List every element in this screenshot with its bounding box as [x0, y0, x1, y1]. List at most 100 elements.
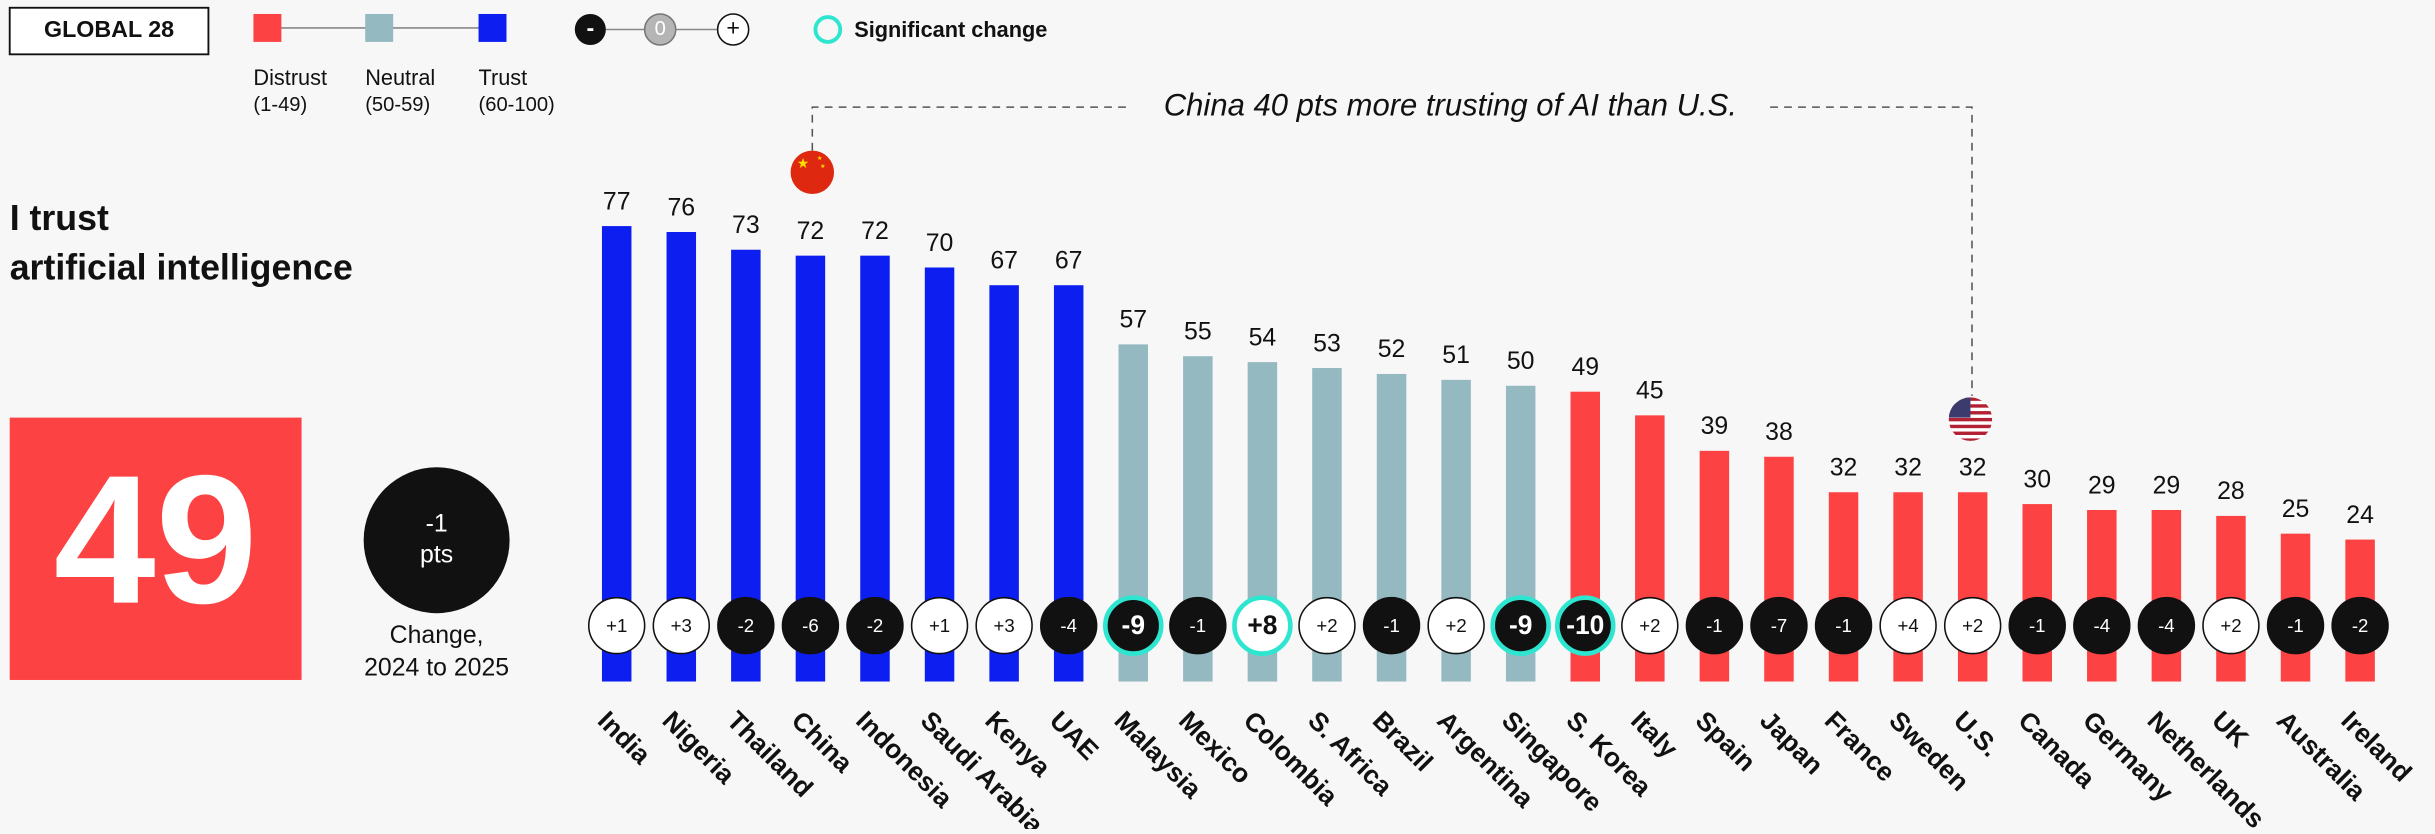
- value-label: 70: [926, 230, 954, 257]
- legend-name: Trust: [479, 65, 528, 90]
- value-label: 32: [1959, 455, 1987, 482]
- legend-name: Neutral: [365, 65, 435, 90]
- value-label: 29: [2153, 472, 2181, 499]
- change-circle: [1879, 596, 1937, 655]
- badge: GLOBAL 28: [44, 16, 174, 42]
- value-label: 55: [1184, 318, 1212, 345]
- change-circle: [1685, 596, 1744, 655]
- change-label: +4: [1897, 615, 1918, 636]
- scale-zero: [643, 13, 677, 46]
- overall-change-circle: [363, 467, 510, 614]
- title: artificial intelligence: [10, 248, 353, 288]
- x-tick-label: U.S.: [1948, 705, 2005, 762]
- change-circle: [2202, 596, 2260, 655]
- change-label: -2: [738, 615, 755, 636]
- x-tick-label: France: [1819, 705, 1901, 787]
- change-label: -10: [1566, 610, 1604, 640]
- change-label: -4: [2094, 615, 2111, 636]
- change-circle: [1169, 596, 1227, 655]
- change-label: -1: [1835, 615, 1852, 636]
- change-label: -4: [1060, 615, 1077, 636]
- scale-label: -: [586, 15, 594, 41]
- overall-box: [9, 417, 302, 680]
- change-circle: [1750, 596, 1808, 655]
- change-circle: [1621, 596, 1679, 655]
- significant-label: Significant change: [854, 17, 1047, 42]
- change-circle: [2137, 596, 2196, 655]
- value-label: 53: [1313, 330, 1341, 357]
- legend-name: Distrust: [253, 65, 327, 90]
- value-label: 51: [1442, 342, 1470, 369]
- bar: [2087, 509, 2117, 682]
- change-label: -1: [1383, 615, 1400, 636]
- scale-label: 0: [655, 18, 666, 40]
- annotation: China 40 pts more trusting of AI than U.…: [1164, 87, 1737, 122]
- change-circle: [1039, 596, 1098, 655]
- change-circle: [587, 596, 646, 655]
- change-label: +2: [1639, 615, 1660, 636]
- annotation-line: [811, 106, 1973, 396]
- value-label: 73: [732, 212, 760, 239]
- legend-range: (60-100): [479, 94, 555, 116]
- svg-text:★: ★: [817, 155, 823, 162]
- value-label: 45: [1636, 378, 1664, 405]
- caption: Change,: [390, 622, 484, 649]
- value-label: 77: [603, 188, 631, 215]
- change-circle: [1232, 595, 1293, 656]
- change-circle: [1554, 595, 1616, 656]
- change-circle: [2008, 596, 2066, 655]
- change-label: -1: [2029, 615, 2046, 636]
- overall-unit: pts: [420, 541, 453, 568]
- change-circle: [1427, 596, 1485, 655]
- value-label: 76: [667, 194, 695, 221]
- value-label: 49: [1571, 354, 1599, 381]
- us-flag: [1948, 397, 1993, 441]
- value-label: 38: [1765, 419, 1793, 446]
- change-label: -1: [1190, 615, 1207, 636]
- badge-box: [8, 6, 210, 56]
- change-label: -2: [867, 615, 884, 636]
- value-label: 32: [1830, 455, 1858, 482]
- change-circle: [1943, 596, 2002, 655]
- change-circle: [846, 596, 904, 655]
- x-tick-label: UK: [2206, 705, 2254, 753]
- significant-icon: [813, 15, 843, 44]
- value-label: 54: [1249, 324, 1277, 351]
- change-label: -1: [1706, 615, 1723, 636]
- legend-range: (1-49): [253, 94, 307, 116]
- overall-value: 49: [54, 437, 258, 642]
- value-label: 39: [1701, 413, 1729, 440]
- change-circle: [2266, 596, 2325, 655]
- svg-text:★: ★: [797, 155, 810, 171]
- change-label: -2: [2352, 615, 2369, 636]
- change-circle: [717, 596, 775, 655]
- x-tick-label: India: [592, 705, 657, 770]
- change-circle: [652, 596, 710, 655]
- legend-swatch: [253, 13, 282, 42]
- value-label: 50: [1507, 348, 1535, 375]
- change-circle: [2073, 596, 2131, 655]
- value-label: 25: [2282, 496, 2310, 523]
- change-label: -1: [2287, 615, 2304, 636]
- title: I trust: [10, 198, 109, 238]
- change-circle: [1102, 595, 1164, 656]
- value-label: 29: [2088, 472, 2116, 499]
- change-label: +2: [1962, 615, 1983, 636]
- overall-change: -1: [426, 510, 448, 537]
- legend-range: (50-59): [365, 94, 430, 116]
- change-circle: [2331, 596, 2389, 655]
- value-label: 72: [861, 218, 889, 245]
- x-tick-label: Spain: [1690, 705, 1762, 777]
- legend-swatch: [365, 13, 394, 42]
- bar: [2022, 504, 2052, 682]
- change-label: +2: [2220, 615, 2241, 636]
- value-label: 67: [1055, 248, 1083, 275]
- china-flag: ★ ★ ★: [790, 150, 835, 195]
- change-label: +8: [1247, 610, 1277, 640]
- scale-pos: [716, 13, 750, 46]
- change-circle: [910, 596, 969, 655]
- value-label: 30: [2023, 466, 2051, 493]
- caption: 2024 to 2025: [364, 655, 509, 682]
- change-label: -9: [1509, 610, 1532, 640]
